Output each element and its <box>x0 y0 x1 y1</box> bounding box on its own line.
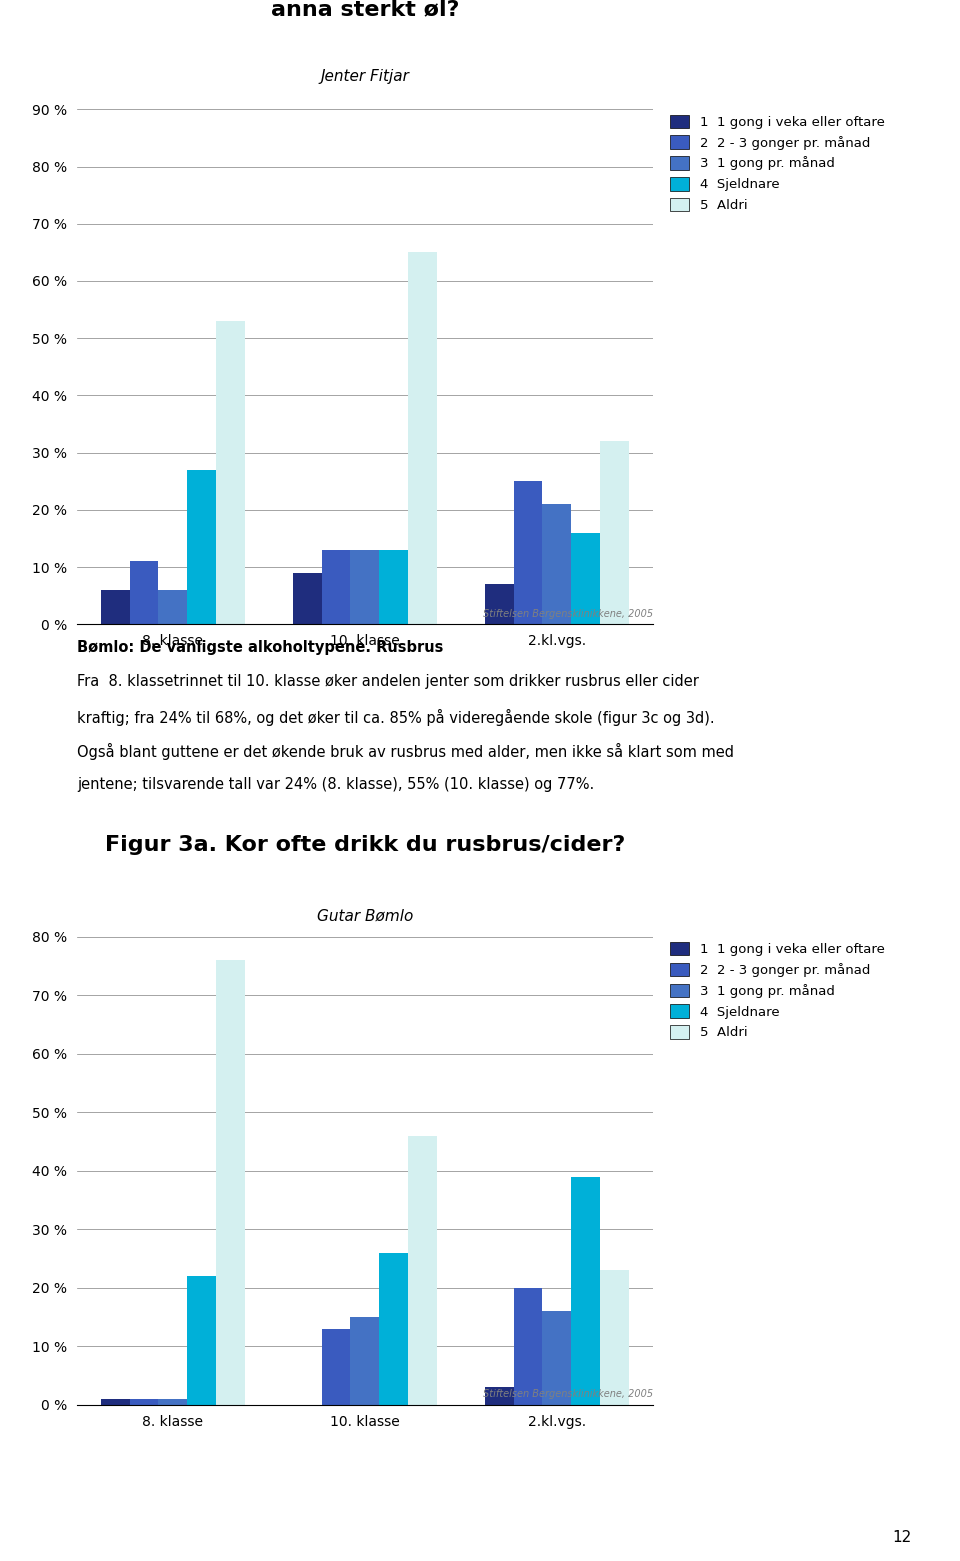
Bar <box>350 1317 379 1405</box>
Text: jentene; tilsvarende tall var 24% (8. klasse), 55% (10. klasse) og 77%.: jentene; tilsvarende tall var 24% (8. kl… <box>77 777 594 793</box>
Bar <box>293 573 322 624</box>
Bar <box>216 960 245 1405</box>
Bar <box>130 1399 158 1405</box>
Text: Figur 2d. Kor ofte drikk du pils eller
anna sterkt øl?: Figur 2d. Kor ofte drikk du pils eller a… <box>140 0 589 20</box>
Bar <box>600 442 629 624</box>
Bar <box>571 532 600 624</box>
Bar <box>379 1252 408 1405</box>
Bar <box>542 1311 571 1405</box>
Text: Jenter Fitjar: Jenter Fitjar <box>321 69 409 84</box>
Text: Også blant guttene er det økende bruk av rusbrus med alder, men ikke så klart so: Også blant guttene er det økende bruk av… <box>77 743 733 760</box>
Bar <box>485 1388 514 1405</box>
Bar <box>101 1399 130 1405</box>
Bar <box>408 253 437 624</box>
Text: Fra  8. klassetrinnet til 10. klasse øker andelen jenter som drikker rusbrus ell: Fra 8. klassetrinnet til 10. klasse øker… <box>77 674 699 690</box>
Bar <box>408 1135 437 1405</box>
Bar <box>158 1399 187 1405</box>
Bar <box>571 1177 600 1405</box>
Text: Stiftelsen Bergensklinikkene, 2005: Stiftelsen Bergensklinikkene, 2005 <box>483 609 653 618</box>
Bar <box>322 549 350 624</box>
Bar <box>600 1271 629 1405</box>
Bar <box>158 590 187 624</box>
Bar <box>216 322 245 624</box>
Text: Bømlo: De vanligste alkoholtypene. Rusbrus: Bømlo: De vanligste alkoholtypene. Rusbr… <box>77 640 444 656</box>
Bar <box>514 1288 542 1405</box>
Bar <box>350 549 379 624</box>
Bar <box>187 470 216 624</box>
Legend: 1  1 gong i veka eller oftare, 2  2 - 3 gonger pr. månad, 3  1 gong pr. månad, 4: 1 1 gong i veka eller oftare, 2 2 - 3 go… <box>664 109 890 217</box>
Bar <box>542 504 571 624</box>
Text: 12: 12 <box>893 1530 912 1545</box>
Text: Figur 3a. Kor ofte drikk du rusbrus/cider?: Figur 3a. Kor ofte drikk du rusbrus/cide… <box>105 835 625 855</box>
Bar <box>187 1277 216 1405</box>
Bar <box>130 562 158 624</box>
Bar <box>101 590 130 624</box>
Bar <box>379 549 408 624</box>
Bar <box>322 1328 350 1405</box>
Bar <box>514 481 542 624</box>
Text: Gutar Bømlo: Gutar Bømlo <box>317 909 413 924</box>
Legend: 1  1 gong i veka eller oftare, 2  2 - 3 gonger pr. månad, 3  1 gong pr. månad, 4: 1 1 gong i veka eller oftare, 2 2 - 3 go… <box>664 937 890 1044</box>
Text: Stiftelsen Bergensklinikkene, 2005: Stiftelsen Bergensklinikkene, 2005 <box>483 1389 653 1399</box>
Bar <box>485 584 514 624</box>
Text: kraftig; fra 24% til 68%, og det øker til ca. 85% på videregående skole (figur 3: kraftig; fra 24% til 68%, og det øker ti… <box>77 709 714 726</box>
